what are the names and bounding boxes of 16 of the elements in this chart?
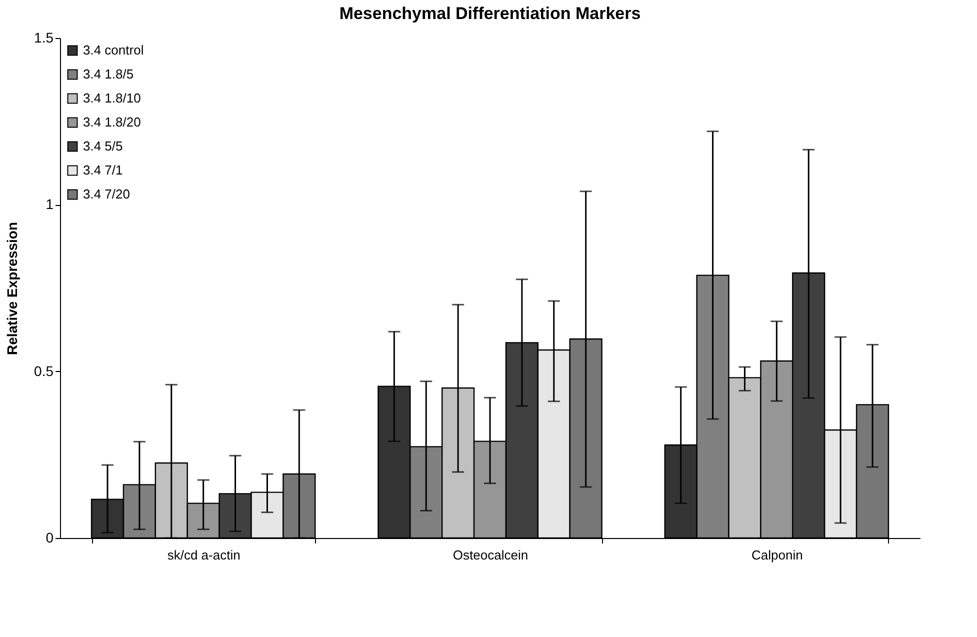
- y-tick-label: 1: [46, 196, 54, 212]
- x-tick-label: Calponin: [752, 548, 803, 562]
- y-tick-label: 1.5: [34, 30, 54, 46]
- legend-label: 3.4 7/1: [83, 162, 123, 178]
- y-axis-title: Relative Expression: [4, 222, 20, 356]
- legend-label: 3.4 1.8/5: [83, 66, 134, 82]
- legend-label: 3.4 1.8/10: [83, 90, 141, 106]
- y-tick-label: 0.5: [34, 362, 54, 379]
- legend-label: 3.4 1.8/20: [83, 114, 141, 130]
- y-tick-label: 0: [46, 530, 54, 546]
- legend-label: 3.4 7/20: [83, 186, 130, 202]
- x-tick-label: Osteocalcein: [452, 548, 528, 562]
- legend-label: 3.4 control: [83, 42, 144, 58]
- legend-label: 3.4 5/5: [83, 138, 123, 154]
- x-tick-label: sk/cd a-actin: [167, 548, 240, 562]
- chart-title: Mesenchymal Differentiation Markers: [339, 4, 641, 23]
